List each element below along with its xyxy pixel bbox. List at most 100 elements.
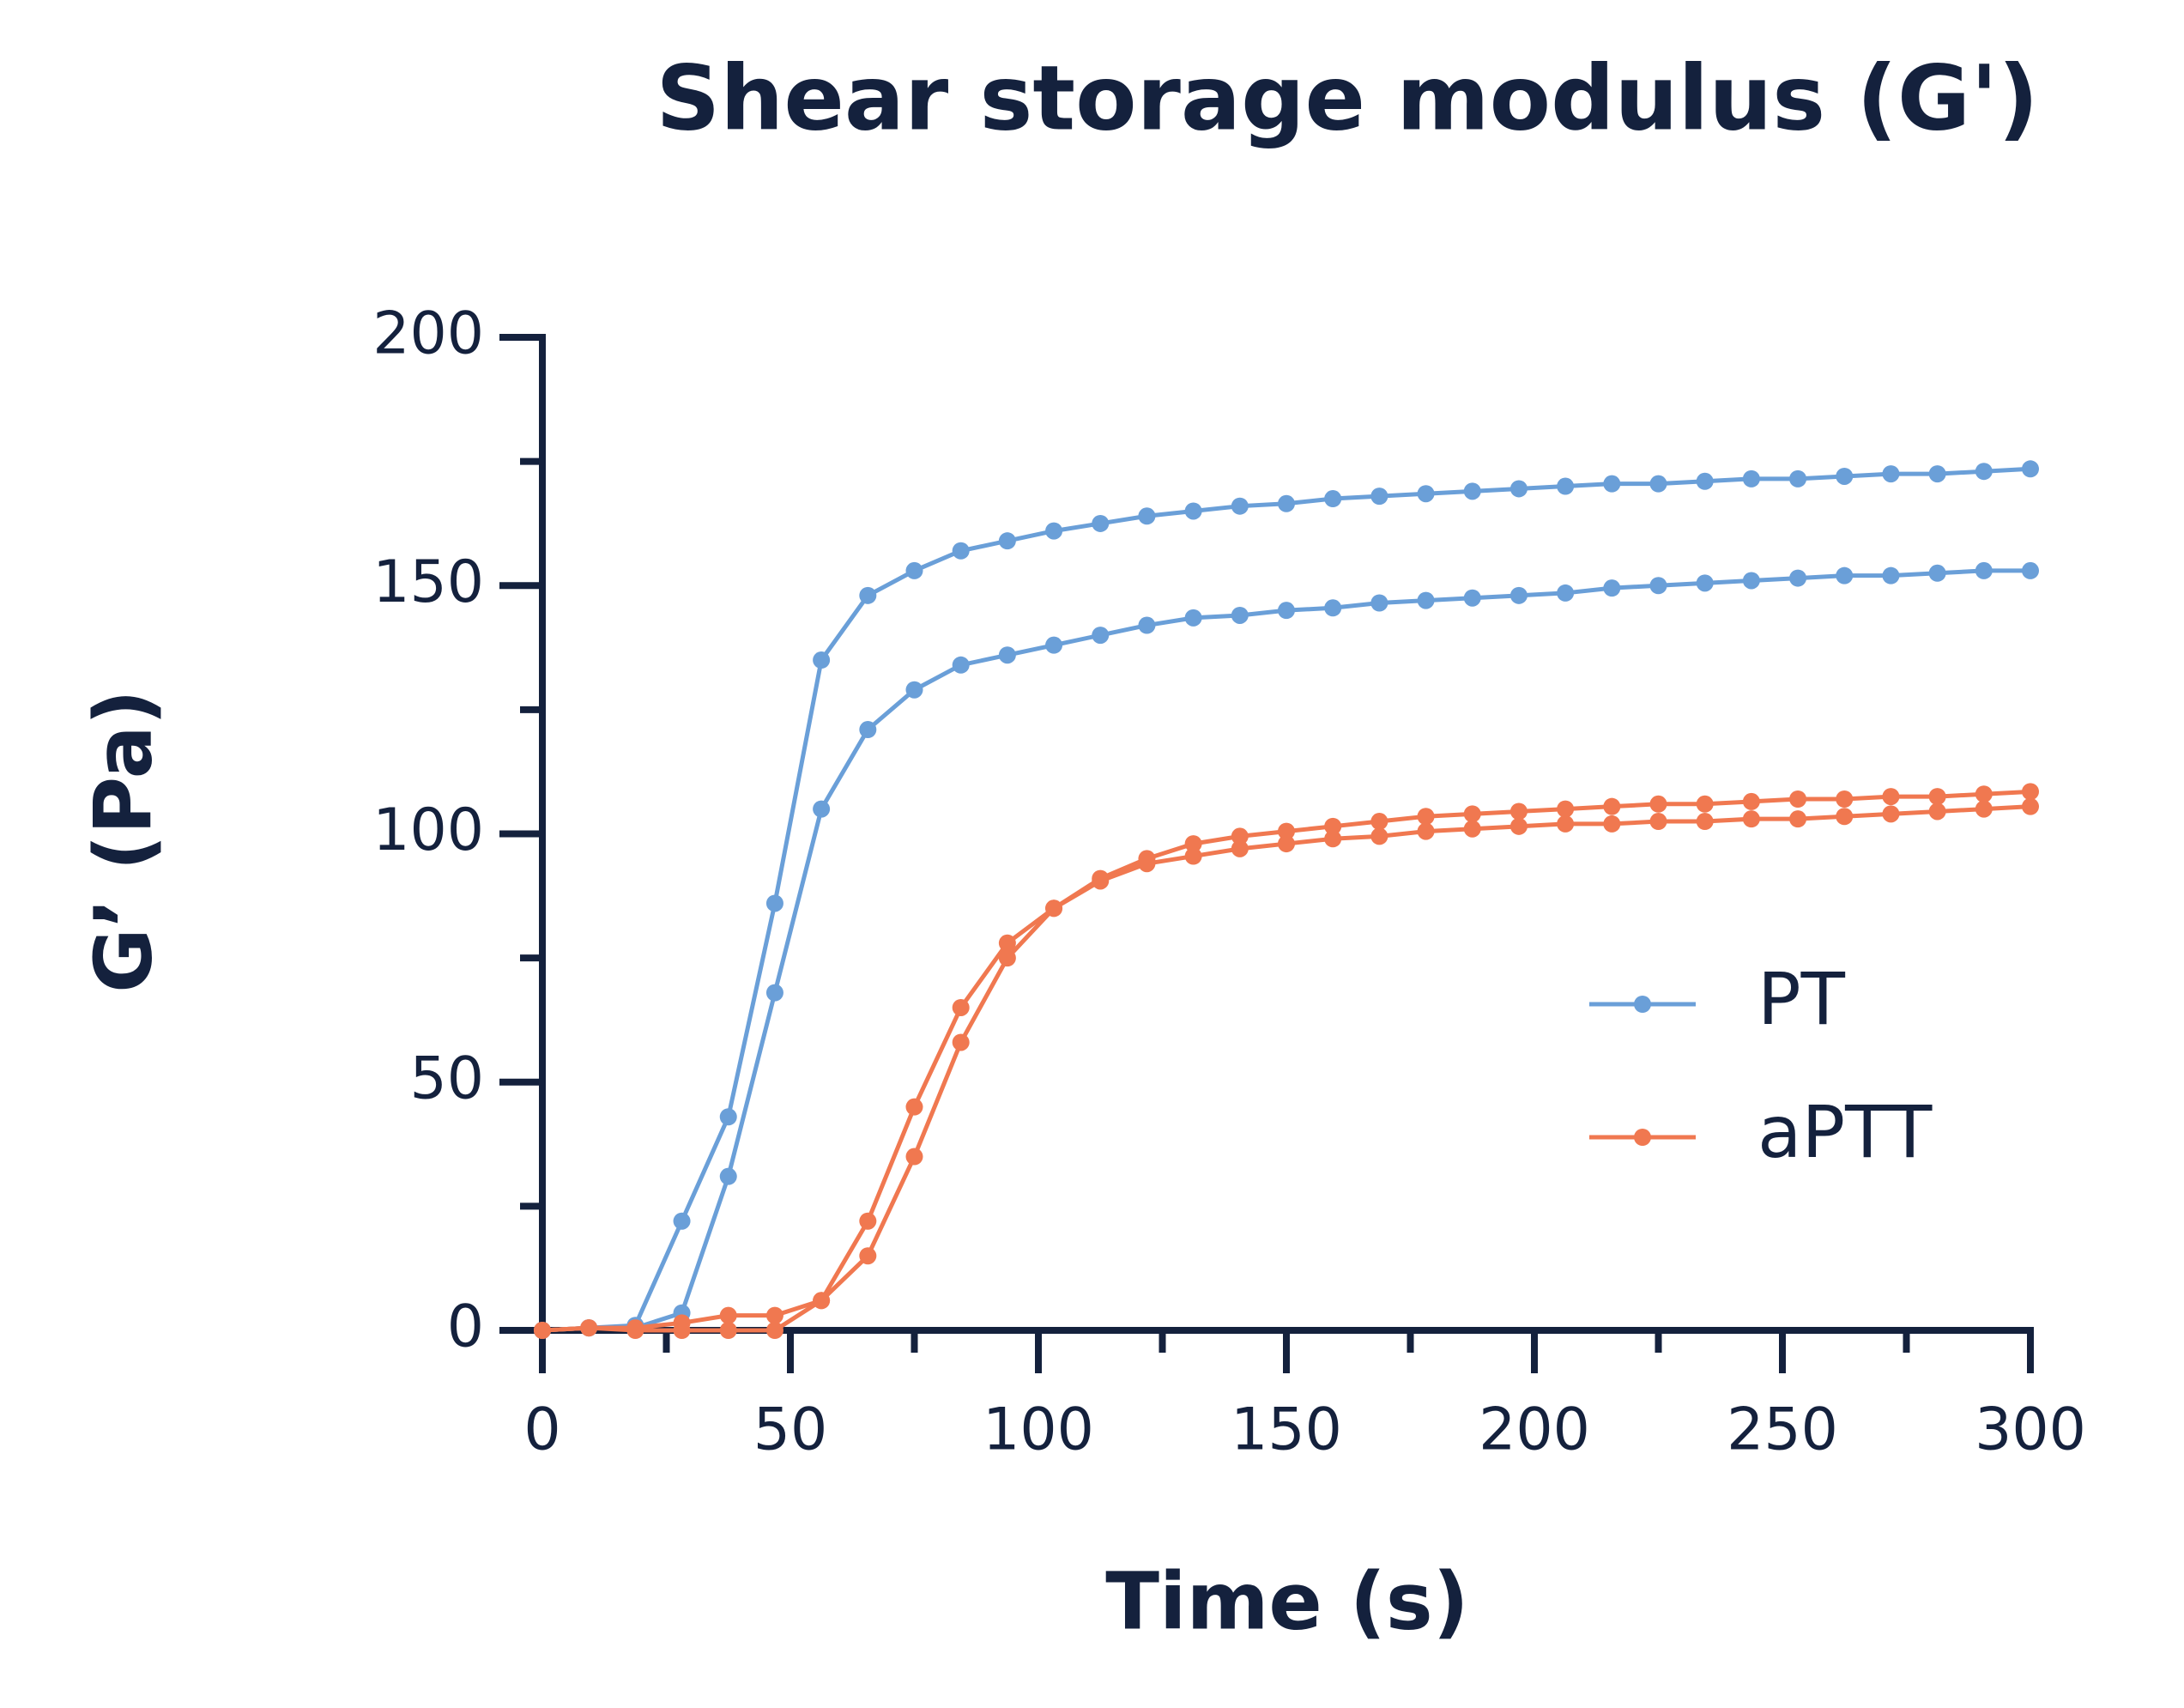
data-point — [1463, 805, 1481, 823]
data-point — [1231, 827, 1249, 845]
data-point — [1789, 569, 1807, 587]
data-point — [1557, 584, 1575, 602]
x-tick-label: 150 — [1231, 1396, 1342, 1464]
data-point — [1696, 795, 1714, 813]
data-point — [1928, 788, 1946, 806]
data-point — [1509, 586, 1528, 604]
data-point — [1557, 477, 1575, 495]
data-point — [2022, 783, 2039, 801]
data-point — [719, 1167, 737, 1185]
data-point — [1509, 817, 1528, 835]
y-tick-label: 0 — [447, 1293, 484, 1361]
data-point — [1696, 813, 1714, 831]
data-point — [905, 1098, 923, 1116]
data-point — [1649, 475, 1667, 493]
data-point — [813, 1292, 831, 1310]
data-point — [2022, 561, 2039, 579]
data-point — [1138, 616, 1156, 634]
data-point — [1370, 827, 1388, 845]
data-point — [1836, 566, 1854, 584]
data-point — [1742, 469, 1760, 488]
data-point — [1603, 475, 1621, 493]
data-point — [1278, 822, 1295, 840]
data-point — [998, 934, 1016, 952]
data-point — [859, 721, 877, 739]
data-point — [1975, 800, 1993, 818]
data-point — [1092, 627, 1110, 645]
data-point — [719, 1322, 737, 1339]
data-point — [1789, 469, 1807, 488]
data-point — [1184, 847, 1202, 865]
legend-label: aPTT — [1757, 1090, 1933, 1174]
data-point — [859, 1212, 877, 1230]
data-point — [1370, 594, 1388, 612]
series-line — [541, 804, 2031, 1333]
data-point — [1742, 572, 1760, 590]
data-point — [1509, 480, 1528, 498]
x-tick-label: 300 — [1975, 1396, 2086, 1464]
series-line — [541, 466, 2031, 1333]
data-point — [2022, 460, 2039, 478]
data-point — [673, 1322, 691, 1339]
y-axis-label: G’ (Pa) — [77, 689, 169, 993]
data-point — [952, 1033, 970, 1051]
data-point — [1231, 839, 1249, 857]
x-tick-label: 100 — [983, 1396, 1094, 1464]
data-point — [1184, 609, 1202, 627]
data-point — [719, 1108, 737, 1126]
data-point — [1696, 472, 1714, 490]
data-point — [1882, 566, 1900, 584]
data-point — [1324, 490, 1342, 508]
data-point — [1509, 803, 1528, 821]
data-point — [1836, 808, 1854, 826]
data-point — [1649, 795, 1667, 813]
data-point — [1975, 785, 1993, 803]
series-line — [541, 789, 2031, 1333]
data-point — [1789, 810, 1807, 828]
y-tick-label: 150 — [372, 548, 484, 616]
data-point — [1557, 815, 1575, 833]
data-point — [1184, 502, 1202, 520]
y-tick-label: 100 — [372, 796, 484, 864]
data-point — [1742, 810, 1760, 828]
data-point — [765, 984, 783, 1002]
data-point — [1092, 514, 1110, 532]
data-point — [1463, 820, 1481, 838]
data-point — [1278, 602, 1295, 620]
x-tick-label: 0 — [523, 1396, 560, 1464]
data-point — [1928, 564, 1946, 582]
data-point — [998, 949, 1016, 967]
data-point — [580, 1319, 598, 1337]
data-point — [1324, 817, 1342, 835]
data-point — [1045, 636, 1063, 654]
data-point — [1370, 488, 1388, 506]
legend-label: PT — [1757, 957, 1846, 1041]
data-point — [813, 800, 831, 818]
data-point — [1742, 792, 1760, 810]
x-axis-label: Time (s) — [1105, 1555, 1468, 1647]
data-point — [1138, 855, 1156, 873]
data-point — [1417, 591, 1435, 609]
data-point — [859, 586, 877, 604]
data-point — [1603, 815, 1621, 833]
data-point — [1463, 589, 1481, 607]
data-point — [1603, 797, 1621, 815]
data-point — [1649, 813, 1667, 831]
data-point — [1324, 599, 1342, 617]
data-point — [1836, 467, 1854, 485]
data-point — [626, 1322, 644, 1339]
data-point — [1928, 803, 1946, 821]
data-point — [998, 646, 1016, 664]
data-point — [1975, 463, 1993, 481]
data-point — [673, 1212, 691, 1230]
chart-title: Shear storage modulus (G') — [656, 45, 2038, 150]
data-point — [1324, 830, 1342, 848]
data-point — [1882, 465, 1900, 483]
data-point — [1138, 507, 1156, 525]
data-point — [905, 1148, 923, 1166]
data-point — [1557, 800, 1575, 818]
data-point — [1184, 835, 1202, 853]
data-point — [2022, 797, 2039, 815]
y-tick-label: 50 — [409, 1045, 484, 1112]
data-point — [813, 651, 831, 669]
